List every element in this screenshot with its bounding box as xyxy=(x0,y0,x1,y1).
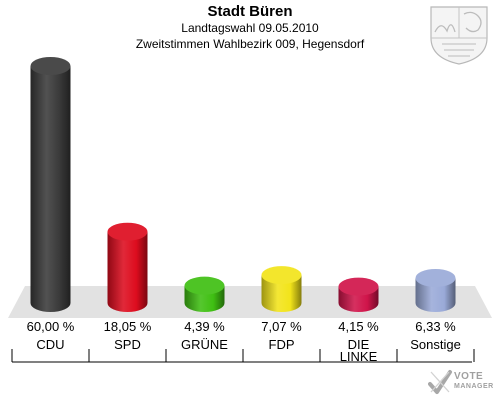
category-label: CDU xyxy=(36,337,64,352)
bar-body xyxy=(107,231,148,312)
bar-top xyxy=(184,276,225,295)
value-label: 6,33 % xyxy=(415,319,456,334)
bar-grüne xyxy=(184,276,225,312)
category-label: LINKE xyxy=(340,349,378,364)
checkmark-icon xyxy=(428,370,452,394)
value-label: 18,05 % xyxy=(104,319,152,334)
value-label: 7,07 % xyxy=(261,319,302,334)
category-label: FDP xyxy=(269,337,295,352)
category-label: SPD xyxy=(114,337,141,352)
chart-title: Stadt Büren xyxy=(207,3,293,20)
value-label: 4,15 % xyxy=(338,319,379,334)
vote-manager-logo xyxy=(428,370,452,394)
bar-top xyxy=(338,277,379,296)
bar-top xyxy=(107,222,148,241)
chart-subtitle-district: Zweitstimmen Wahlbezirk 009, Hegensdorf xyxy=(135,37,365,51)
bar-top xyxy=(261,266,302,285)
category-label: GRÜNE xyxy=(181,337,228,352)
bar-die-linke xyxy=(338,277,379,312)
bar-body xyxy=(261,275,302,312)
bar-top xyxy=(30,57,71,75)
bar-body xyxy=(415,277,456,312)
nrw-coat-of-arms-icon xyxy=(430,6,488,65)
bar-top xyxy=(415,268,456,287)
logo-manager-text: MANAGER xyxy=(454,383,494,390)
logo-vote-text: VOTE xyxy=(454,371,484,382)
category-label: Sonstige xyxy=(410,337,461,352)
chart-subtitle: Landtagswahl 09.05.2010 xyxy=(181,21,319,35)
bar-spd xyxy=(107,222,148,312)
value-label: 4,39 % xyxy=(184,319,225,334)
category-label: DIE xyxy=(348,337,370,352)
bar-body xyxy=(30,66,71,312)
bar-cdu xyxy=(30,57,71,312)
value-label: 60,00 % xyxy=(27,319,75,334)
bar-fdp xyxy=(261,266,302,312)
bar-sonstige xyxy=(415,268,456,312)
